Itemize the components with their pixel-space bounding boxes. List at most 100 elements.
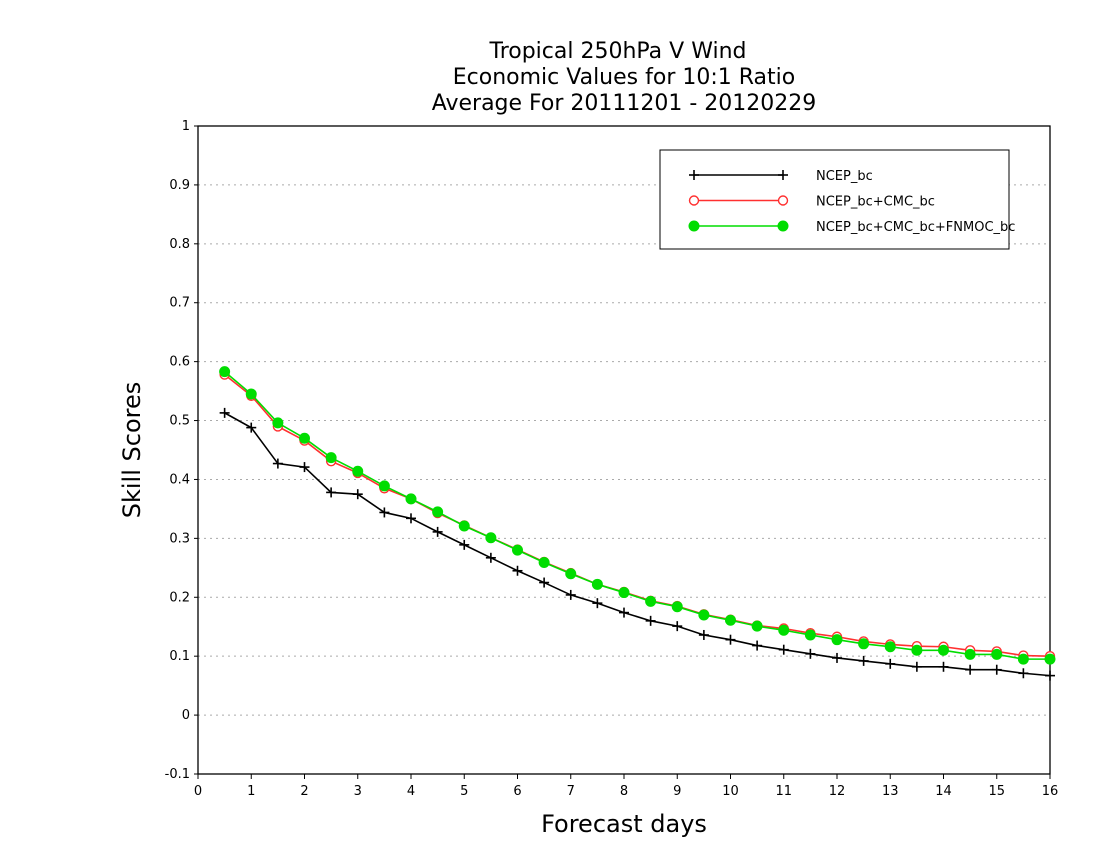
- legend-entry-2: NCEP_bc+CMC_bc: [688, 195, 935, 210]
- series-1-point: [991, 664, 1002, 675]
- series-1-point: [911, 661, 922, 672]
- x-tick-label: 7: [567, 784, 575, 799]
- y-tick-label: 0.6: [169, 355, 190, 370]
- chart-title-line-2: Economic Values for 10:1 Ratio: [453, 65, 795, 90]
- x-tick-label: 15: [988, 784, 1005, 799]
- series-1-point: [672, 621, 683, 632]
- y-tick-label: 0.5: [169, 414, 190, 429]
- x-tick-label: 12: [829, 784, 846, 799]
- legend: NCEP_bc NCEP_bc+CMC_bc NCEP_bc+CMC_bc+FNMO…: [659, 149, 1015, 250]
- series-1-point: [406, 513, 416, 524]
- chart-title-line-3: Average For 20111201 - 20120229: [432, 91, 817, 116]
- x-tick-label: 14: [935, 784, 952, 799]
- series-3-point: [245, 388, 257, 400]
- series-3-point: [591, 578, 603, 590]
- series-1-point: [219, 407, 230, 418]
- series-layer: [219, 366, 1056, 681]
- series-3-point: [485, 532, 497, 544]
- y-tick-label: 0.8: [169, 237, 190, 252]
- x-tick-label: 3: [354, 784, 362, 799]
- series-3-point: [964, 648, 976, 660]
- series-1-point: [1045, 670, 1055, 681]
- y-tick-label: -0.1: [165, 767, 190, 782]
- y-tick-label: 0.3: [169, 531, 190, 546]
- series-3-point: [911, 644, 923, 656]
- series-1-point: [832, 652, 842, 663]
- x-tick-label: 0: [194, 784, 202, 799]
- series-3-point: [645, 595, 657, 607]
- series-1-point: [698, 629, 709, 640]
- series-1-point: [459, 539, 470, 550]
- legend-swatch-marker: [688, 220, 700, 232]
- chart-title: Tropical 250hPa V Wind Economic Values f…: [432, 39, 817, 116]
- series-1-point: [512, 565, 523, 576]
- series-1-point: [938, 661, 949, 672]
- series-3-point: [1017, 653, 1029, 665]
- legend-entry-1: NCEP_bc: [689, 169, 873, 184]
- series-1-point: [858, 655, 869, 666]
- series-1-point: [326, 487, 337, 498]
- series-1-point: [272, 458, 283, 469]
- y-tick-label: 1: [182, 119, 190, 134]
- legend-swatch-marker: [689, 170, 699, 180]
- series-3: [219, 366, 1056, 665]
- series-3-point: [831, 634, 843, 646]
- series-1-line: [224, 412, 1051, 677]
- series-3-point: [938, 644, 949, 656]
- legend-swatch-marker: [778, 170, 788, 180]
- x-axis-title: Forecast days: [541, 810, 707, 838]
- series-1-point: [485, 552, 496, 563]
- x-tick-label: 4: [407, 784, 415, 799]
- x-tick-label: 11: [775, 784, 792, 799]
- series-1-point: [752, 640, 763, 651]
- series-3-point: [698, 609, 710, 621]
- series-1-point: [299, 462, 310, 473]
- x-tick-label: 5: [460, 784, 468, 799]
- series-1-point: [619, 607, 629, 618]
- legend-label: NCEP_bc+CMC_bc+FNMOC_bc: [816, 220, 1015, 235]
- series-3-point: [432, 506, 444, 518]
- series-1-point: [592, 598, 603, 609]
- y-tick-label: 0.2: [169, 590, 190, 605]
- series-1-point: [778, 644, 789, 655]
- series-3-point: [751, 620, 763, 632]
- legend-swatch-marker: [777, 220, 789, 232]
- series-3-point: [1044, 653, 1056, 665]
- series-3-point: [538, 557, 550, 569]
- series-2-line: [224, 373, 1051, 657]
- x-tick-label: 10: [722, 784, 739, 799]
- series-1-point: [965, 664, 976, 675]
- legend-entry-3: NCEP_bc+CMC_bc+FNMOC_bc: [688, 220, 1015, 235]
- series-3-point: [378, 480, 390, 492]
- grid-lines: [198, 184, 1050, 716]
- series-3-point: [219, 366, 231, 378]
- series-3-point: [299, 432, 310, 444]
- legend-label: NCEP_bc+CMC_bc: [816, 195, 935, 210]
- legend-swatch-marker: [688, 195, 700, 206]
- series-1-point: [1018, 668, 1029, 679]
- series-3-point: [405, 493, 417, 505]
- chart-title-line-1: Tropical 250hPa V Wind: [488, 39, 746, 64]
- axis-ticks: -0.100.10.20.30.40.50.60.70.80.910 1 2 3 4 5 6…: [165, 119, 1059, 799]
- series-3-point: [272, 417, 284, 429]
- series-3-point: [991, 648, 1003, 660]
- series-1-point: [246, 422, 257, 433]
- legend-label: NCEP_bc: [816, 169, 873, 184]
- series-1-point: [539, 577, 550, 588]
- x-tick-label: 13: [882, 784, 899, 799]
- x-tick-label: 1: [247, 784, 255, 799]
- legend-box: [659, 149, 1010, 250]
- series-1-point: [432, 526, 443, 537]
- series-3-point: [458, 520, 470, 532]
- series-3-point: [858, 638, 870, 650]
- y-tick-label: 0: [182, 708, 190, 723]
- series-1-point: [565, 589, 576, 600]
- series-1-point: [725, 634, 736, 645]
- series-3-point: [725, 614, 736, 626]
- legend-swatch-marker: [777, 195, 789, 206]
- series-3-point: [884, 641, 896, 653]
- series-3-point: [352, 465, 364, 477]
- series-3-point: [325, 452, 337, 464]
- series-1-point: [805, 648, 816, 659]
